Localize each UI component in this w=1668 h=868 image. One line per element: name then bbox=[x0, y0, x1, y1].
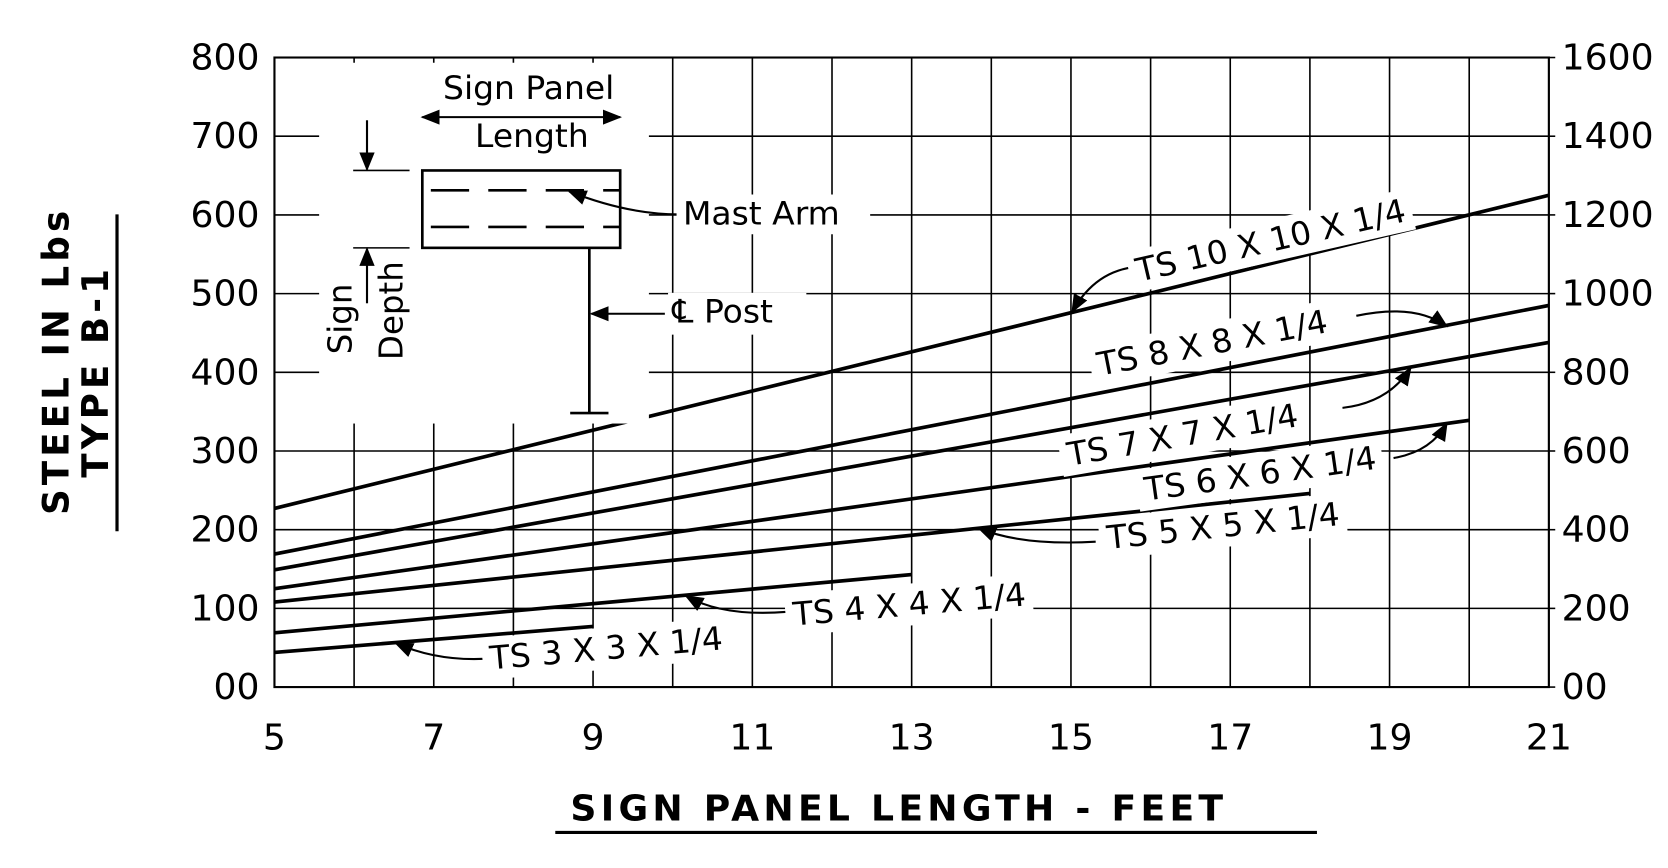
y2-tick-label: 1200 bbox=[1562, 195, 1654, 236]
y-tick-label: 400 bbox=[191, 353, 260, 394]
y-tick-label: 00 bbox=[214, 667, 260, 708]
label-pointer bbox=[1393, 421, 1448, 460]
y-axis-title: STEEL IN Lbs bbox=[36, 207, 77, 515]
label-bg bbox=[668, 292, 807, 335]
diagram-label: Length bbox=[475, 117, 589, 155]
y-tick-label: 200 bbox=[191, 510, 260, 551]
y-tick-label: 500 bbox=[191, 274, 260, 315]
label-bg bbox=[1134, 436, 1386, 512]
y-tick-label: 100 bbox=[191, 589, 260, 630]
series-label-group: TS 3 X 3 X 1/4 bbox=[480, 617, 731, 680]
sign-panel bbox=[420, 169, 622, 250]
y2-tick-label: 00 bbox=[1562, 667, 1608, 708]
x-tick-label: 13 bbox=[889, 718, 935, 759]
diagram-label: Sign bbox=[321, 284, 359, 355]
series-line bbox=[274, 572, 912, 635]
x-tick-label: 9 bbox=[582, 718, 605, 759]
label-pointer bbox=[976, 527, 1096, 544]
series-label-group: TS 8 X 8 X 1/4 bbox=[1086, 299, 1338, 388]
series-line bbox=[274, 418, 1470, 591]
label-pointer bbox=[393, 642, 485, 661]
y2-tick-label: 400 bbox=[1562, 510, 1631, 551]
diagram-label: Depth bbox=[372, 261, 410, 360]
label-bg bbox=[676, 194, 871, 235]
x-tick-label: 19 bbox=[1367, 718, 1413, 759]
y-axis-title: TYPE B-1 bbox=[76, 265, 117, 478]
y2-tick-label: 600 bbox=[1562, 431, 1631, 472]
y2-tick-label: 1600 bbox=[1562, 38, 1654, 79]
series-line bbox=[274, 193, 1550, 511]
x-tick-label: 17 bbox=[1207, 718, 1253, 759]
label-bg bbox=[1124, 188, 1417, 294]
label-pointer bbox=[1342, 366, 1412, 409]
label-bg bbox=[1097, 492, 1348, 560]
y2-tick-label: 1400 bbox=[1562, 116, 1654, 157]
inset-diagram: Sign Panel Length Mast Arm ℄ Post Sign D… bbox=[319, 62, 871, 424]
y-tick-label: 300 bbox=[191, 431, 260, 472]
label-bg bbox=[1086, 299, 1338, 388]
x-tick-label: 15 bbox=[1048, 718, 1094, 759]
series-line bbox=[274, 491, 1311, 604]
y2-tick-label: 1000 bbox=[1562, 274, 1654, 315]
y2-tick-label: 200 bbox=[1562, 589, 1631, 630]
y-tick-label: 600 bbox=[191, 195, 260, 236]
label-bg bbox=[783, 573, 1034, 637]
series bbox=[274, 193, 1550, 655]
series-label-group: TS 10 X 10 X 1/4 bbox=[1124, 188, 1417, 294]
series-line bbox=[274, 303, 1550, 556]
x-axis-title: SIGN PANEL LENGTH - FEET bbox=[570, 789, 1227, 830]
series-line bbox=[274, 340, 1550, 572]
label-pointer bbox=[1356, 310, 1449, 328]
x-tick-label: 11 bbox=[729, 718, 775, 759]
y2-tick-label: 800 bbox=[1562, 353, 1631, 394]
x-tick-label: 5 bbox=[263, 718, 286, 759]
diagram-label: Mast Arm bbox=[683, 195, 840, 233]
y-tick-label: 800 bbox=[191, 38, 260, 79]
x-tick-label: 7 bbox=[422, 718, 445, 759]
series-line bbox=[274, 624, 594, 655]
diagram-label: Sign Panel bbox=[443, 69, 614, 107]
x-tick-label: 21 bbox=[1526, 718, 1572, 759]
label-bg bbox=[480, 617, 731, 680]
mast-arm-pointer bbox=[567, 190, 679, 216]
label-pointer bbox=[684, 595, 788, 614]
diagram-label: ℄ Post bbox=[671, 293, 773, 331]
label-bg bbox=[1056, 393, 1308, 477]
y-tick-label: 700 bbox=[191, 116, 260, 157]
